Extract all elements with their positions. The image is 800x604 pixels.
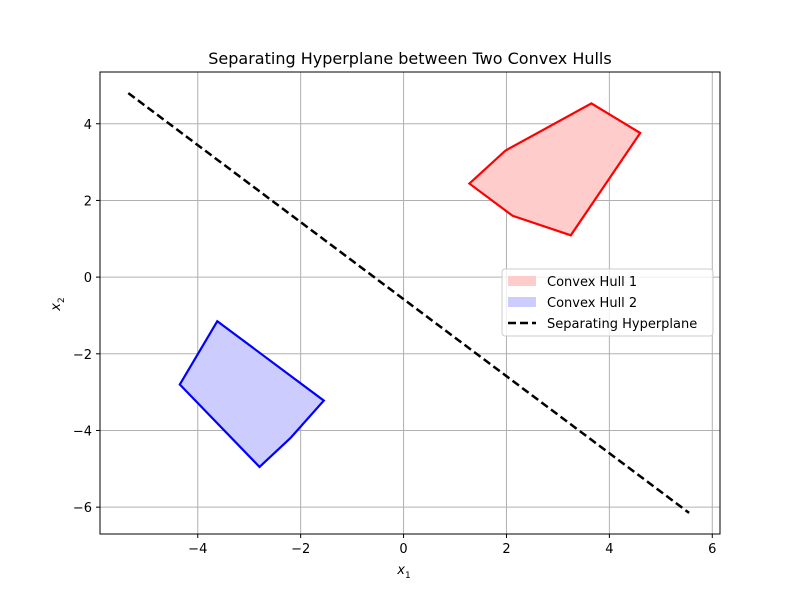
x-tick-label: −2	[291, 542, 310, 557]
y-tick-label: 2	[84, 194, 92, 209]
chart-title: Separating Hyperplane between Two Convex…	[208, 49, 611, 68]
x-axis-label-subscript: 1	[405, 571, 411, 581]
y-tick-label: −4	[73, 424, 92, 439]
ticks: −4 −2 0 2 4 6 −6 −4 −2 0 2 4	[73, 118, 717, 557]
convex-hull-2-outline	[178, 319, 326, 469]
convex-hull-2-legend-swatch	[508, 297, 536, 307]
convex-hull-1-outline	[467, 102, 642, 237]
legend-box	[501, 268, 714, 337]
y-tick-label: 4	[84, 118, 92, 133]
y-axis-label-subscript: 2	[57, 297, 67, 303]
separating-hyperplane-line	[127, 92, 690, 514]
convex-hull-1-fill	[469, 103, 641, 236]
plot-frame	[99, 71, 721, 535]
x-tick-label: 0	[399, 542, 407, 557]
y-tick-label: −6	[73, 501, 92, 516]
x-tick-label: 2	[502, 542, 510, 557]
series-layer	[127, 92, 690, 514]
convex-hull-1-legend-swatch	[508, 276, 536, 286]
x-tick-label: 6	[708, 542, 716, 557]
x-tick-label: 4	[605, 542, 613, 557]
legend-entry-label: Separating Hyperplane	[547, 317, 697, 332]
convex-hull-2-fill	[179, 321, 324, 467]
y-tick-label: 0	[84, 271, 92, 286]
y-axis-label: x2	[49, 297, 67, 311]
legend-entry-label: Convex Hull 1	[547, 275, 637, 290]
legend: Convex Hull 1 Convex Hull 2 Separating Hyp…	[501, 268, 714, 337]
legend-entry-label: Convex Hull 2	[547, 296, 637, 311]
y-tick-label: −2	[73, 348, 92, 363]
x-tick-label: −4	[188, 542, 207, 557]
x-axis-label: x1	[396, 563, 410, 581]
